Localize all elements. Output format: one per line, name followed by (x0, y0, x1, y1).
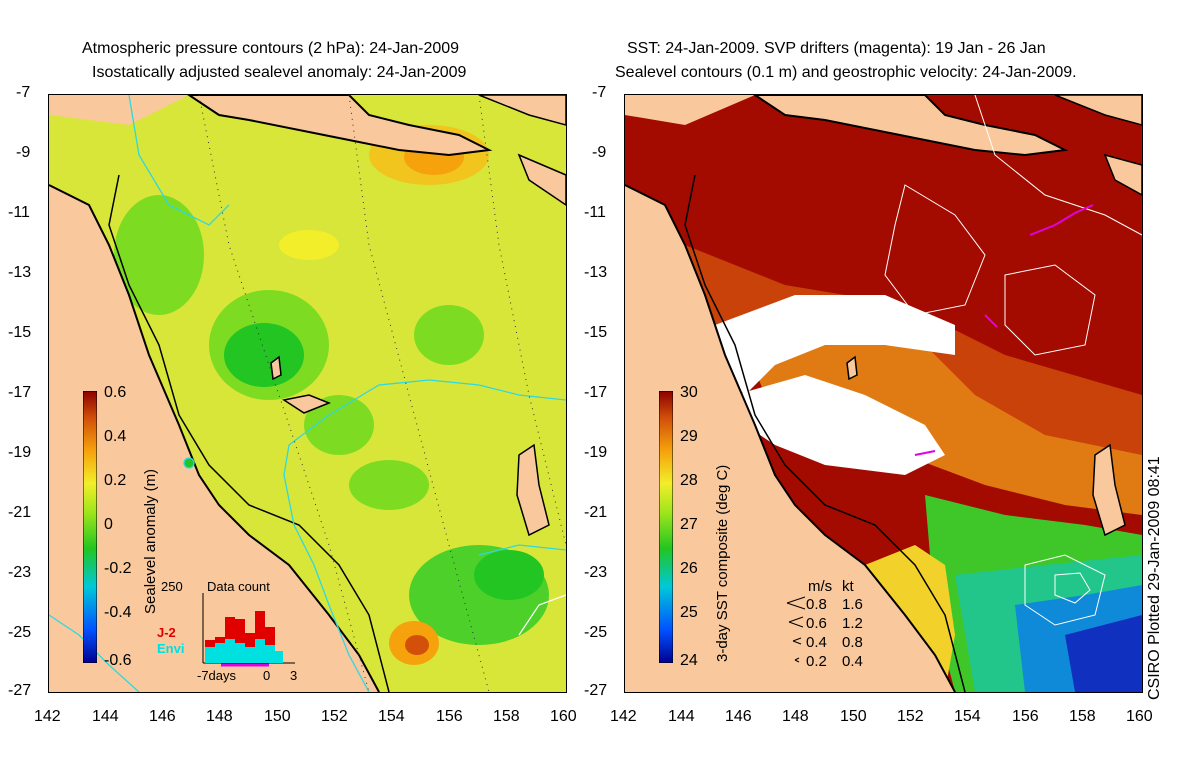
left-ytick-6: -19 (8, 444, 32, 461)
left-ytick-2: -11 (8, 204, 30, 221)
inset-xlabel-0: -7days (197, 668, 237, 683)
inset-xlabel-2: 3 (290, 668, 298, 683)
velocity-key-ms-2: 0.4 (806, 634, 827, 651)
left-xtick-7: 156 (436, 708, 463, 725)
right-xtick-9: 160 (1126, 708, 1153, 725)
right-title-1: SST: 24-Jan-2009. SVP drifters (magenta)… (627, 40, 1046, 57)
right-ytick-4: -15 (584, 324, 608, 341)
sla-tick-3: 0 (104, 516, 113, 533)
sst-tick-5: 25 (680, 604, 698, 621)
sla-tick-1: 0.4 (104, 428, 127, 445)
left-title-1: Atmospheric pressure contours (2 hPa): 2… (82, 40, 460, 57)
velocity-key-header-ms: m/s (808, 578, 833, 595)
left-map-panel: Data count 250 J-2 Envi (48, 94, 567, 693)
sla-colorbar (83, 391, 97, 663)
inset-series-envi: Envi (157, 641, 185, 656)
sla-colorbar-label: Sealevel anomaly (m) (142, 468, 159, 614)
sla-tick-2: 0.2 (104, 472, 127, 489)
right-xtick-8: 158 (1069, 708, 1096, 725)
inset-xlabel-1: 0 (263, 668, 271, 683)
velocity-key-kt-2: 0.8 (842, 634, 863, 651)
sst-colorbar (659, 391, 673, 663)
left-xtick-4: 150 (264, 708, 291, 725)
velocity-key-header-kt: kt (842, 578, 854, 595)
sst-map (625, 95, 1142, 692)
sst-tick-0: 30 (680, 384, 698, 401)
left-ytick-3: -13 (8, 264, 32, 281)
left-ytick-9: -25 (8, 624, 32, 641)
sla-tick-5: -0.4 (104, 604, 132, 621)
left-xtick-9: 160 (550, 708, 577, 725)
right-title-2: Sealevel contours (0.1 m) and geostrophi… (615, 64, 1077, 81)
sst-tick-6: 24 (680, 652, 698, 669)
sst-tick-1: 29 (680, 428, 698, 445)
velocity-key-kt-3: 0.4 (842, 653, 863, 670)
right-ytick-10: -27 (584, 682, 608, 699)
inset-title: Data count (207, 579, 270, 594)
left-ytick-0: -7 (16, 84, 31, 101)
right-ytick-5: -17 (584, 384, 608, 401)
velocity-key-ms-0: 0.8 (806, 596, 827, 613)
right-ytick-2: -11 (584, 204, 606, 221)
left-ytick-7: -21 (8, 504, 32, 521)
left-title-2: Isostatically adjusted sealevel anomaly:… (92, 64, 467, 81)
right-xtick-5: 152 (897, 708, 924, 725)
left-xtick-6: 154 (378, 708, 405, 725)
velocity-key-ms-1: 0.6 (806, 615, 827, 632)
right-xtick-1: 144 (668, 708, 695, 725)
left-xtick-2: 146 (149, 708, 176, 725)
left-ytick-1: -9 (16, 144, 31, 161)
sst-tick-2: 28 (680, 472, 698, 489)
right-map-panel (624, 94, 1143, 693)
velocity-key-arrows (786, 596, 806, 663)
left-xtick-1: 144 (92, 708, 119, 725)
velocity-key-ms-3: 0.2 (806, 653, 827, 670)
right-xtick-3: 148 (782, 708, 809, 725)
sla-tick-4: -0.2 (104, 560, 132, 577)
sla-tick-0: 0.6 (104, 384, 127, 401)
sst-tick-3: 27 (680, 516, 698, 533)
velocity-key-kt-1: 1.2 (842, 615, 863, 632)
left-xtick-5: 152 (321, 708, 348, 725)
sla-tick-6: -0.6 (104, 652, 132, 669)
left-xtick-0: 142 (34, 708, 61, 725)
inset-ymax: 250 (161, 579, 183, 594)
right-xtick-4: 150 (840, 708, 867, 725)
left-ytick-4: -15 (8, 324, 32, 341)
left-ytick-10: -27 (8, 682, 32, 699)
left-ytick-8: -23 (8, 564, 32, 581)
data-count-inset: Data count 250 J-2 Envi (157, 579, 299, 667)
right-xtick-2: 146 (725, 708, 752, 725)
right-ytick-1: -9 (592, 144, 607, 161)
right-xtick-6: 154 (954, 708, 981, 725)
csiro-credit: CSIRO Plotted 29-Jan-2009 08:41 (1146, 456, 1163, 700)
inset-series-j2: J-2 (157, 625, 176, 640)
right-ytick-8: -23 (584, 564, 608, 581)
sst-tick-4: 26 (680, 560, 698, 577)
right-ytick-3: -13 (584, 264, 608, 281)
sst-colorbar-label: 3-day SST composite (deg C) (714, 464, 731, 662)
left-xtick-3: 148 (206, 708, 233, 725)
right-ytick-6: -19 (584, 444, 608, 461)
sealevel-anomaly-map (49, 95, 566, 692)
right-ytick-0: -7 (592, 84, 607, 101)
left-xtick-8: 158 (493, 708, 520, 725)
velocity-key-kt-0: 1.6 (842, 596, 863, 613)
right-ytick-9: -25 (584, 624, 608, 641)
right-xtick-7: 156 (1012, 708, 1039, 725)
right-ytick-7: -21 (584, 504, 608, 521)
right-xtick-0: 142 (610, 708, 637, 725)
left-ytick-5: -17 (8, 384, 32, 401)
